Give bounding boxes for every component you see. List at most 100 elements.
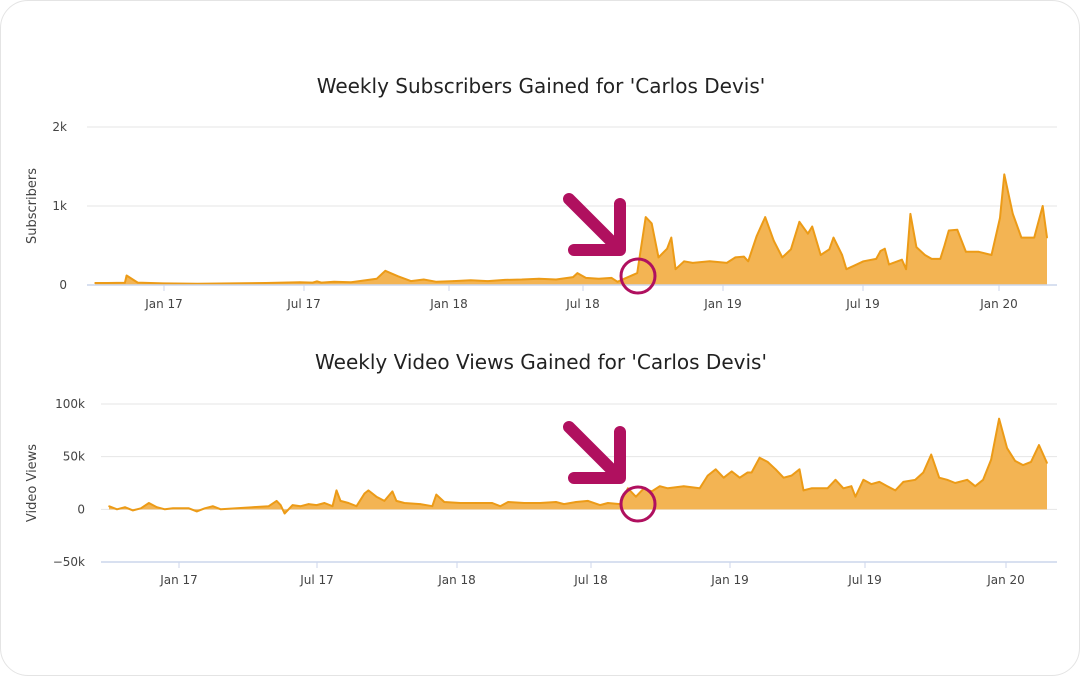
subscribers-x-tick-label: Jul 19 [845, 297, 880, 311]
video-views-data-point [1014, 460, 1016, 462]
video-views-data-point [283, 512, 286, 515]
video-views-y-tick-label: 100k [55, 397, 85, 411]
subscribers-data-point [538, 277, 540, 280]
video-views-data-point [204, 507, 206, 510]
video-views-data-point [683, 485, 685, 488]
video-views-data-point [108, 505, 110, 508]
video-views-data-point [607, 502, 609, 504]
subscribers-data-point [265, 282, 267, 284]
subscribers-data-point [811, 225, 813, 228]
video-views-data-point [148, 502, 150, 504]
video-views-x-tick-label: Jan 19 [710, 573, 749, 587]
subscribers-x-tick-label: Jul 17 [286, 297, 321, 311]
video-views-data-point [954, 482, 956, 484]
subscribers-data-point [773, 240, 775, 242]
video-views-data-point [235, 507, 238, 510]
subscribers-data-point [311, 281, 314, 284]
subscribers-data-point [884, 247, 886, 250]
subscribers-x-tick-label: Jan 20 [979, 297, 1018, 311]
subscribers-annotation-arrow-icon [563, 193, 626, 256]
video-views-data-point [220, 508, 222, 511]
subscribers-data-point [875, 258, 877, 260]
subscribers-data-point [691, 262, 694, 264]
subscribers-data-point [504, 279, 506, 281]
subscribers-y-axis-label: Subscribers [25, 168, 40, 244]
video-views-data-point [1038, 444, 1040, 446]
subscribers-data-point [965, 251, 967, 253]
video-views-data-point [459, 502, 462, 504]
subscribers-data-point [670, 236, 673, 239]
video-views-data-point [347, 502, 350, 504]
subscribers-data-point [410, 280, 412, 282]
video-views-data-point [299, 505, 302, 508]
subscribers-data-point [807, 232, 809, 235]
video-views-data-point [599, 504, 601, 506]
video-views-data-point [758, 456, 761, 459]
subscribers-data-point [841, 254, 843, 256]
video-views-data-point [714, 468, 717, 471]
video-views-data-point [315, 504, 318, 506]
video-views-data-point [196, 510, 198, 513]
video-views-x-tick-label: Jul 18 [573, 573, 608, 587]
video-views-data-point [878, 481, 881, 483]
subscribers-data-point [734, 256, 737, 259]
video-views-x-tick-label: Jan 18 [437, 573, 476, 587]
video-views-annotation-arrow-icon [563, 421, 626, 484]
subscribers-data-point [977, 251, 980, 253]
subscribers-data-point [585, 277, 587, 279]
subscribers-data-point [650, 222, 653, 225]
video-views-chart-title: Weekly Video Views Gained for 'Carlos De… [315, 350, 767, 374]
subscribers-x-tick-label: Jan 18 [429, 297, 468, 311]
subscribers-data-point [781, 256, 784, 259]
subscribers-data-point [854, 264, 856, 267]
subscribers-highlight-circle [619, 257, 657, 295]
subscribers-data-point [576, 272, 579, 274]
subscribers-x-tick-label: Jul 18 [565, 297, 600, 311]
video-views-data-point [587, 500, 589, 502]
subscribers-data-point [666, 247, 668, 250]
video-views-data-point [922, 471, 925, 474]
subscribers-data-point [125, 274, 128, 277]
subscribers-data-point [948, 229, 950, 232]
subscribers-data-point [862, 260, 865, 263]
video-views-data-point [894, 489, 897, 492]
subscribers-data-point [743, 255, 745, 258]
video-views-data-point [902, 481, 905, 483]
video-views-data-point [307, 503, 310, 505]
subscribers-data-point [521, 278, 523, 281]
video-views-data-point [667, 487, 669, 490]
video-views-data-point [523, 502, 525, 504]
video-views-data-point [443, 501, 446, 503]
video-views-data-point [124, 506, 126, 509]
subscribers-data-point [683, 260, 685, 263]
subscribers-data-point [798, 221, 801, 223]
video-views-data-point [132, 509, 134, 512]
subscribers-data-point [397, 275, 399, 278]
video-views-series-line [108, 417, 1048, 515]
video-views-data-point [766, 461, 769, 463]
subscribers-data-point [879, 250, 882, 252]
subscribers-x-tick-label: Jan 17 [144, 297, 183, 311]
subscribers-data-point [764, 216, 766, 218]
subscribers-data-point [905, 268, 907, 271]
subscribers-data-point [747, 260, 749, 263]
subscribers-data-point [726, 262, 728, 264]
video-views-data-point [435, 493, 438, 496]
video-views-data-point [575, 501, 577, 503]
subscribers-x-tick-label: Jan 19 [703, 297, 742, 311]
video-views-data-point [774, 468, 777, 471]
video-views-data-point [698, 487, 701, 490]
video-views-data-point [172, 507, 174, 510]
subscribers-data-point [469, 279, 472, 282]
subscribers-data-point [819, 254, 822, 256]
video-views-y-tick-label: 0 [77, 502, 85, 516]
subscribers-data-point [350, 281, 352, 284]
video-views-data-point [251, 506, 254, 509]
video-views-data-point [974, 485, 976, 488]
video-views-data-point [834, 479, 837, 481]
video-views-data-point [156, 506, 158, 509]
subscribers-y-tick-label: 0 [59, 278, 67, 292]
video-views-data-point [1030, 461, 1032, 463]
subscribers-data-point [930, 258, 933, 260]
video-views-data-point [635, 495, 637, 498]
